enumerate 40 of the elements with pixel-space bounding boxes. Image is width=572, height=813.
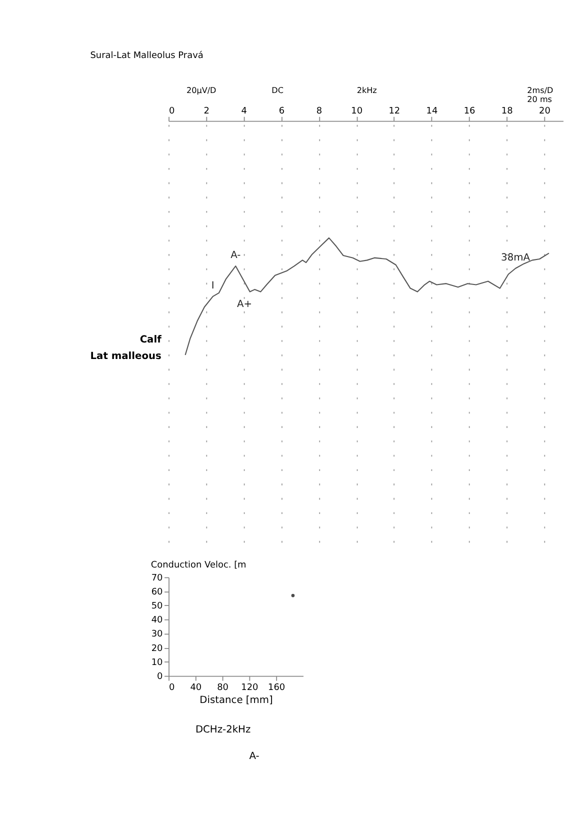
- annotation: I: [211, 280, 214, 292]
- y-tick-label: 60: [151, 587, 164, 598]
- y-tick-label: 0: [157, 672, 164, 682]
- x-tick-label: 12: [388, 106, 400, 116]
- text: A-: [249, 751, 260, 762]
- y-tick-label: 30: [151, 630, 164, 640]
- x-axis-title: Distance [mm]: [200, 695, 273, 706]
- x-tick-label: 8: [316, 106, 322, 116]
- chart-title: Conduction Veloc. [m: [150, 560, 246, 570]
- x-tick-label: 40: [190, 682, 202, 693]
- text: Calf: [140, 334, 162, 346]
- x-tick-label: 120: [241, 682, 259, 693]
- text: DC: [272, 86, 284, 96]
- text: 20 ms: [527, 95, 552, 104]
- x-tick-label: 2: [204, 106, 210, 116]
- y-tick-label: 40: [151, 616, 164, 626]
- x-tick-label: 18: [501, 106, 514, 116]
- x-tick-label: 0: [169, 682, 175, 693]
- y-tick-label: 20: [151, 644, 164, 654]
- y-tick-label: 10: [151, 658, 164, 668]
- x-tick-label: 0: [169, 106, 175, 116]
- y-tick-label: 70: [151, 573, 164, 584]
- annotation: A-: [230, 250, 242, 261]
- x-tick-label: 10: [351, 106, 363, 116]
- x-tick-label: 16: [464, 106, 476, 116]
- chart-title: Sural-Lat Malleolus Pravá: [90, 50, 204, 62]
- text: DCHz-2kHz: [195, 724, 251, 736]
- annotation: A+: [237, 299, 252, 310]
- text: 20µV/D: [186, 86, 216, 96]
- text: Lat malleous: [90, 350, 162, 362]
- text: 2kHz: [356, 86, 377, 96]
- text: 2ms/D: [527, 86, 554, 96]
- x-tick-label: 160: [268, 682, 286, 693]
- annotation: 38mA: [501, 252, 530, 264]
- x-tick-label: 4: [241, 106, 248, 116]
- x-tick-label: 80: [217, 682, 229, 693]
- x-tick-label: 20: [538, 106, 551, 116]
- x-tick-label: 14: [426, 106, 438, 116]
- x-tick-label: 6: [278, 106, 285, 116]
- y-tick-label: 50: [151, 602, 164, 612]
